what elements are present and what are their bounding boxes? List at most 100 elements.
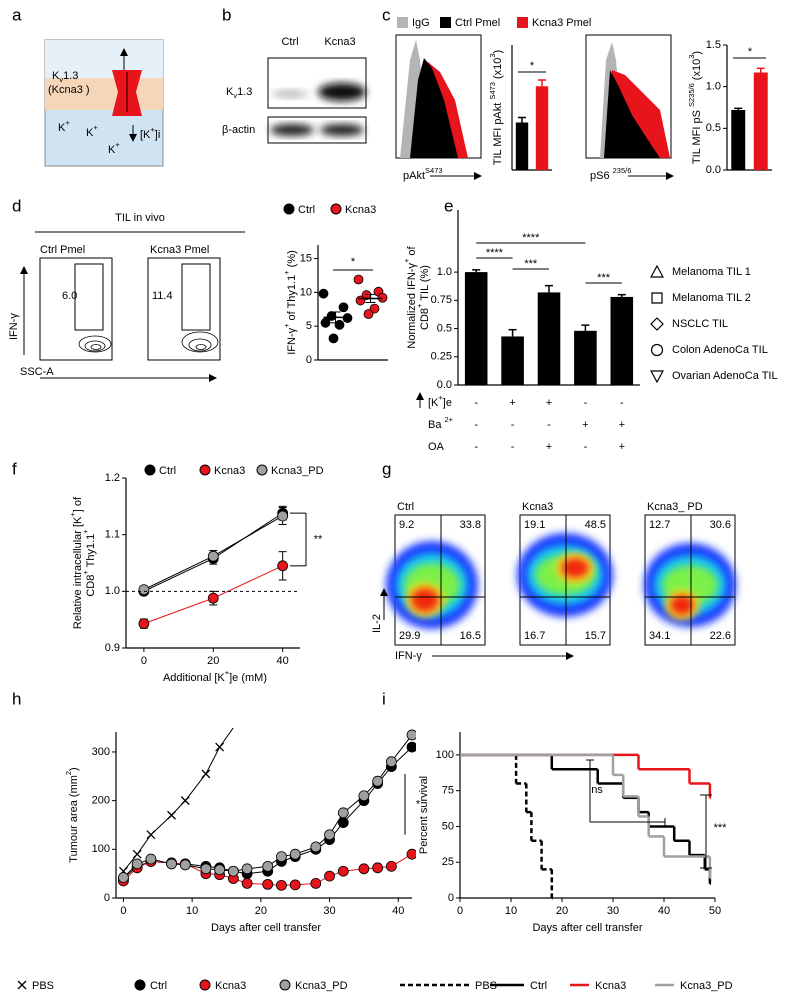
panel-label: e: [444, 196, 453, 215]
point: [358, 863, 370, 875]
legend-label: Kcna3_PD: [680, 980, 733, 992]
flow-x-label: SSC-A: [20, 366, 54, 378]
point: [118, 872, 129, 883]
y-axis-label: TIL MFI pS S235/6 (x103): [687, 51, 702, 164]
condition-sign: +: [546, 397, 552, 409]
text-part: +: [115, 140, 120, 149]
gate-value: 6.0: [62, 290, 77, 302]
flow-sample: Kcna3_ PD: [647, 501, 703, 513]
point: [215, 742, 225, 752]
legend-label: Kcna3: [214, 465, 245, 477]
point: [276, 879, 287, 891]
text-part: +: [65, 118, 70, 127]
annotation: ***: [524, 258, 538, 270]
legend-label: NSCLC TIL: [672, 318, 728, 330]
text-part: ]e: [443, 397, 452, 409]
quadrant-value: 48.5: [585, 519, 606, 531]
point: [132, 849, 142, 859]
condition-sign: -: [474, 419, 478, 431]
text-part: pAkt: [403, 170, 425, 182]
condition-sign: -: [584, 441, 588, 453]
point: [337, 807, 349, 819]
point: [236, 714, 244, 722]
y-tick-label: 0.5: [706, 122, 721, 134]
blot-band: [318, 83, 366, 101]
text-part: OA: [428, 441, 445, 453]
quadrant-value: 15.7: [585, 630, 606, 642]
y-axis-label: Tumour area (mm2): [64, 767, 79, 862]
point: [138, 618, 150, 630]
text-part: +: [282, 323, 291, 328]
text-part: S473: [425, 166, 443, 175]
condition-label: Ba 2+: [428, 415, 454, 430]
y-axis-label: Normalized IFN-γ+ of: [402, 245, 417, 348]
x-axis-label: Days after cell transfer: [211, 922, 321, 934]
text-part: ]i: [155, 129, 161, 141]
text-part: 3: [687, 55, 696, 59]
x-tick-label: 0: [120, 905, 126, 917]
gate: [181, 263, 211, 331]
point: [310, 877, 322, 889]
quadrant-value: 30.6: [710, 519, 731, 531]
point: [146, 830, 156, 840]
point: [358, 790, 370, 802]
point: [320, 317, 331, 328]
point: [353, 274, 364, 285]
text-part: +: [225, 668, 230, 677]
text-part: S473: [488, 82, 497, 100]
ion: K+: [86, 123, 98, 138]
bar: [753, 72, 768, 170]
text-part: K: [86, 127, 94, 139]
y-tick-label: 0: [306, 354, 312, 366]
y-tick-label: 0.75: [431, 294, 452, 306]
text-part: CD8: [419, 308, 431, 330]
legend-label: Kcna3 Pmel: [532, 17, 591, 29]
legend-label: Kcna3: [215, 980, 246, 992]
text-part: Days after cell transfer: [532, 922, 642, 934]
x-tick-label: 40: [658, 905, 670, 917]
point: [180, 796, 190, 806]
x-axis-label: Days after cell transfer: [532, 922, 642, 934]
y-axis-label: IFN-γ+ of Thy1.1+ (%): [282, 250, 297, 355]
text-part: Tumour area (mm: [68, 775, 80, 863]
text-part: IFN-γ: [286, 327, 298, 354]
point: [207, 592, 219, 604]
legend-label: Ctrl Pmel: [455, 17, 500, 29]
text-part: ]e (mM): [229, 672, 267, 684]
legend-label: Colon AdenoCa TIL: [672, 344, 768, 356]
quadrant-value: 9.2: [399, 519, 414, 531]
bar: [537, 292, 561, 385]
text-part: v: [233, 91, 237, 100]
legend-marker: [199, 979, 211, 991]
text-part: +: [402, 258, 411, 263]
point: [277, 510, 289, 522]
hist-ctrl: [604, 70, 660, 158]
condition-sign: +: [509, 397, 515, 409]
density: [411, 588, 439, 612]
annotation: *: [748, 46, 753, 58]
annotation: ****: [522, 232, 540, 244]
flow-y-label: IFN-γ: [8, 313, 20, 340]
text-part: 3: [488, 53, 497, 57]
bar: [535, 86, 549, 170]
bar: [515, 122, 529, 170]
point: [372, 862, 384, 874]
text-part: Relative intracellular [K: [72, 516, 84, 629]
point: [241, 877, 253, 889]
point: [167, 810, 176, 820]
condition-sign: -: [620, 397, 624, 409]
y-tick-label: 0.0: [706, 164, 721, 176]
flow-title: TIL in vivo: [115, 212, 165, 224]
y-axis-label: CD8+ Thy1.1+: [81, 529, 96, 597]
legend-label: Kcna3_PD: [295, 980, 348, 992]
text-part: pS6: [590, 170, 613, 182]
point: [385, 860, 397, 872]
y-tick-label: 5: [306, 320, 312, 332]
quadrant-value: 12.7: [649, 519, 670, 531]
point: [337, 865, 349, 877]
legend-label: PBS: [32, 980, 54, 992]
legend-swatch: [397, 17, 408, 28]
blot-band: [270, 124, 314, 136]
blot-band: [320, 124, 364, 136]
